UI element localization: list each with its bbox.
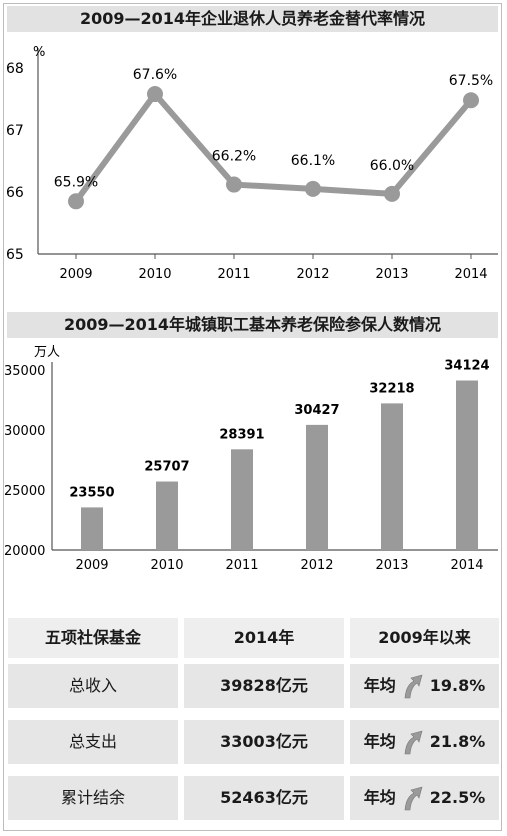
row-growth: 年均 19.8% xyxy=(350,664,499,708)
x-tick-label: 2014 xyxy=(450,558,483,573)
row-amount: 52463亿元 xyxy=(184,776,344,820)
data-point xyxy=(147,86,163,103)
up-arrow-icon xyxy=(404,730,423,755)
y-tick-label: 68 xyxy=(6,61,24,77)
data-label: 23550 xyxy=(69,485,114,500)
growth-value: 19.8% xyxy=(429,676,486,695)
row-amount: 39828亿元 xyxy=(184,664,344,708)
x-tick-label: 2010 xyxy=(138,267,171,282)
y-tick-label: 30000 xyxy=(4,424,45,439)
x-tick-label: 2014 xyxy=(454,267,487,282)
data-point xyxy=(226,176,242,193)
x-tick-label: 2012 xyxy=(300,558,333,573)
avg-label: 年均 xyxy=(363,676,396,695)
x-tick-label: 2011 xyxy=(217,267,250,282)
data-label: 66.1% xyxy=(291,153,335,169)
infographic-frame xyxy=(3,3,502,831)
data-point xyxy=(68,193,84,210)
row-growth: 年均 22.5% xyxy=(350,776,499,820)
data-point xyxy=(384,185,400,202)
data-point xyxy=(463,92,479,109)
bar xyxy=(456,380,478,550)
data-label: 66.0% xyxy=(370,158,414,174)
row-growth: 年均 21.8% xyxy=(350,720,499,764)
avg-label: 年均 xyxy=(363,732,396,751)
data-label: 28391 xyxy=(219,427,264,442)
up-arrow-icon xyxy=(404,786,423,811)
bar xyxy=(306,424,328,550)
bar-chart-title: 2009—2014年城镇职工基本养老保险参保人数情况 xyxy=(7,312,498,338)
line-chart: % 68 67 66 65 2009 2010 2011 2012 2013 2014 65.9% 67… xyxy=(6,45,498,282)
y-tick-label: 20000 xyxy=(4,544,45,559)
table-header-2014: 2014年 xyxy=(184,618,344,658)
bar xyxy=(231,449,253,550)
data-label: 67.5% xyxy=(449,73,493,89)
data-point xyxy=(305,180,321,197)
y-tick-label: 65 xyxy=(6,247,24,263)
data-label: 30427 xyxy=(294,403,339,418)
avg-label: 年均 xyxy=(363,788,396,807)
growth-value: 22.5% xyxy=(429,788,486,807)
x-tick-label: 2009 xyxy=(75,558,108,573)
y-tick-label: 25000 xyxy=(4,484,45,499)
data-label: 34124 xyxy=(444,359,489,374)
y-tick-label: 67 xyxy=(6,123,24,139)
row-fund-name: 总支出 xyxy=(8,720,178,764)
x-tick-label: 2012 xyxy=(296,267,329,282)
x-tick-label: 2009 xyxy=(59,267,92,282)
y-tick-label: 35000 xyxy=(4,364,45,379)
x-tick-label: 2013 xyxy=(375,558,408,573)
bar xyxy=(156,481,178,550)
row-fund-name: 总收入 xyxy=(8,664,178,708)
data-label: 25707 xyxy=(144,460,189,475)
y-axis-unit: 万人 xyxy=(34,345,60,360)
data-label: 66.2% xyxy=(212,149,256,165)
row-fund-name: 累计结余 xyxy=(8,776,178,820)
x-tick-label: 2011 xyxy=(225,558,258,573)
row-amount: 33003亿元 xyxy=(184,720,344,764)
x-tick-label: 2010 xyxy=(150,558,183,573)
y-axis-unit: % xyxy=(33,45,45,60)
x-tick-label: 2013 xyxy=(375,267,408,282)
data-label: 67.6% xyxy=(133,67,177,83)
growth-value: 21.8% xyxy=(429,732,486,751)
up-arrow-icon xyxy=(404,674,423,699)
y-tick-label: 66 xyxy=(6,185,24,201)
data-label: 32218 xyxy=(369,381,414,396)
table-header-fund: 五项社保基金 xyxy=(8,618,178,658)
bar xyxy=(81,507,103,550)
bar xyxy=(381,403,403,550)
series-line xyxy=(73,91,474,204)
data-label: 65.9% xyxy=(54,174,98,190)
table-header-since-2009: 2009年以来 xyxy=(350,618,499,658)
bar-chart: 万人 35000 30000 25000 20000 23550 2009 25707 2010… xyxy=(4,345,498,573)
line-chart-title: 2009—2014年企业退休人员养老金替代率情况 xyxy=(7,6,498,32)
